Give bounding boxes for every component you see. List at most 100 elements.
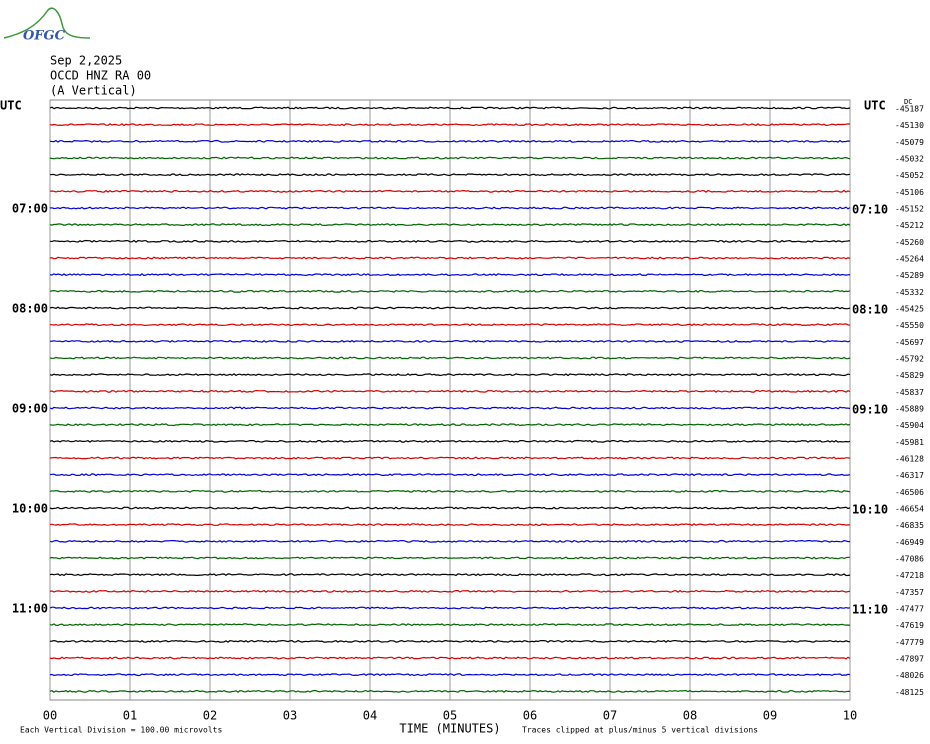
trace [49,139,851,143]
trace-offset-label: -47357 [895,588,924,597]
x-tick-label: 08 [683,709,697,723]
trace [49,589,851,593]
trace-offset-label: -45889 [895,405,924,414]
right-hour-label: 08:10 [852,303,888,317]
component: (A Vertical) [50,84,137,98]
left-hour-label: 11:00 [12,602,48,616]
trace-offset-label: -48125 [895,688,924,697]
trace [49,489,851,493]
trace [49,373,851,377]
right-hour-label: 07:10 [852,203,888,217]
trace [49,239,851,243]
trace [49,256,851,260]
trace-offset-label: -47897 [895,655,924,664]
left-hour-label: 10:00 [12,502,48,516]
trace-offset-label: -45425 [895,305,924,314]
trace [49,406,851,410]
trace-offset-label: -46654 [895,505,924,514]
left-hour-label: 09:00 [12,402,48,416]
trace [49,173,851,177]
trace-offset-label: -45837 [895,388,924,397]
left-hour-label: 08:00 [12,302,48,316]
x-tick-label: 01 [123,709,137,723]
trace-offset-label: -45550 [895,321,924,330]
trace [49,389,851,393]
trace [49,189,851,193]
trace [49,556,850,560]
trace [49,106,851,110]
right-axis-title: UTC [864,99,886,113]
trace-offset-label: -45052 [895,171,924,180]
x-tick-label: 06 [523,709,537,723]
trace-offset-label: -45106 [895,188,924,197]
x-tick-label: 09 [763,709,777,723]
trace [49,639,851,643]
trace-offset-label: -45981 [895,438,924,447]
trace [49,689,851,693]
trace [49,623,851,627]
trace [49,439,851,443]
date: Sep 2,2025 [50,54,122,68]
trace [49,156,851,160]
trace-offset-label: -46506 [895,488,924,497]
x-tick-label: 07 [603,709,617,723]
trace-offset-label: -46128 [895,455,924,464]
footnote-right: Traces clipped at plus/minus 5 vertical … [522,726,758,735]
x-tick-label: 04 [363,709,377,723]
trace-offset-label: -45079 [895,138,924,147]
trace-offset-label: -47086 [895,555,924,564]
trace-offset-label: -45332 [895,288,924,297]
trace [49,206,851,210]
trace [49,456,851,460]
trace [49,356,851,360]
trace [49,423,851,427]
trace [49,506,851,510]
trace [49,323,851,327]
trace-offset-label: -45289 [895,271,924,280]
trace [49,223,851,227]
logo-curve [3,7,91,39]
logo-text: OFGC [23,29,66,44]
trace [49,606,851,610]
trace-offset-label: -45697 [895,338,924,347]
trace-offset-label: -46835 [895,521,924,530]
trace-offset-label: -47477 [895,605,924,614]
trace-offset-label: -45152 [895,205,924,214]
trace-offset-label: -48026 [895,671,924,680]
trace-offset-label: -45829 [895,371,924,380]
x-tick-label: 05 [443,709,457,723]
x-axis-label: TIME (MINUTES) [399,722,500,736]
trace [49,673,851,677]
trace [49,339,851,343]
trace [49,539,851,543]
left-hour-label: 07:00 [12,202,48,216]
trace-offset-label: -47619 [895,621,924,630]
trace-offset-label: -45260 [895,238,924,247]
trace [49,523,850,527]
right-hour-label: 09:10 [852,403,888,417]
trace [49,289,851,293]
trace [49,123,851,127]
trace [49,273,851,277]
trace-offset-label: -45187 [895,105,924,114]
right-hour-label: 10:10 [852,503,888,517]
trace-offset-label: -46949 [895,538,924,547]
x-tick-label: 10 [843,709,857,723]
trace-offset-label: -45032 [895,155,924,164]
right-hour-label: 11:10 [852,603,888,617]
trace [49,306,851,310]
trace-offset-label: -46317 [895,471,924,480]
x-tick-label: 02 [203,709,217,723]
trace-offset-label: -47218 [895,571,924,580]
trace-offset-label: -47779 [895,638,924,647]
x-tick-label: 03 [283,709,297,723]
left-axis-title: UTC [0,99,22,113]
trace-offset-label: -45212 [895,221,924,230]
trace-offset-label: -45792 [895,355,924,364]
footnote-left: Each Vertical Division = 100.00 microvol… [20,726,222,735]
unit-label: DC [904,98,912,106]
trace [49,656,851,660]
station: OCCD HNZ RA 00 [50,69,151,83]
trace-offset-label: -45904 [895,421,924,430]
